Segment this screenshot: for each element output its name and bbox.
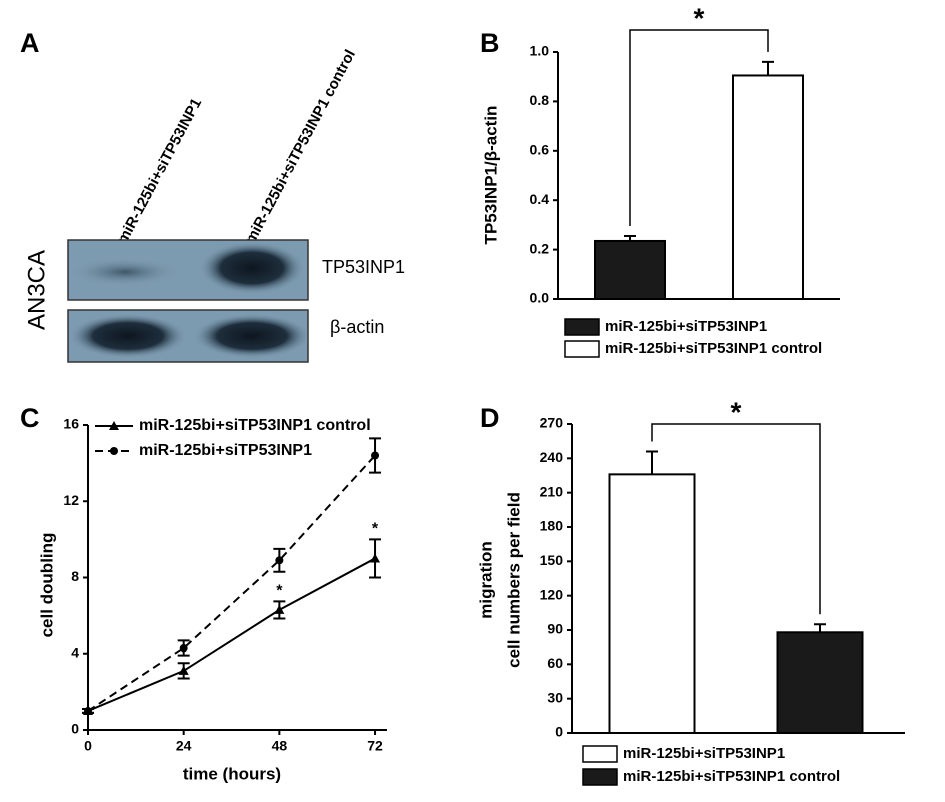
marker xyxy=(110,447,118,455)
legend-label: miR-125bi+siTP53INP1 xyxy=(623,745,785,762)
legend-label: miR-125bi+siTP53INP1 xyxy=(605,318,767,335)
y-tick-label: 150 xyxy=(540,552,564,568)
marker xyxy=(179,644,188,653)
y-axis-label: migration xyxy=(476,541,495,618)
marker xyxy=(84,706,92,715)
y-tick-label: 240 xyxy=(540,449,564,465)
y-tick-label: 0.2 xyxy=(530,240,550,256)
series-line xyxy=(87,454,376,712)
panel-label: B xyxy=(480,28,500,58)
y-tick-label: 0 xyxy=(555,724,563,740)
significance-label: * xyxy=(731,396,742,427)
legend-label: miR-125bi+siTP53INP1 xyxy=(139,442,312,459)
y-tick-label: 210 xyxy=(540,483,564,499)
legend-swatch xyxy=(582,768,618,786)
panel-label: C xyxy=(20,403,40,433)
y-tick-label: 30 xyxy=(547,689,563,705)
y-tick-label: 0 xyxy=(71,721,79,737)
band-label: TP53INP1 xyxy=(322,257,405,277)
marker xyxy=(178,665,189,675)
marker xyxy=(370,553,381,563)
lane-label: miR-125bi+siTP53INP1 xyxy=(114,96,205,247)
bar xyxy=(594,239,666,300)
blot-band xyxy=(67,309,310,363)
y-axis-label: TP53INP1/β-actin xyxy=(481,106,500,245)
y-tick-label: 0.4 xyxy=(530,191,550,207)
error-bar xyxy=(762,60,774,76)
significance-label: * xyxy=(694,2,705,33)
cell-line-label: AN3CA xyxy=(23,250,50,330)
annotation: * xyxy=(372,521,379,538)
y-tick-label: 0.0 xyxy=(530,290,550,306)
y-axis-label: cell numbers per field xyxy=(504,492,523,668)
legend-swatch xyxy=(564,340,600,358)
bar xyxy=(732,74,804,300)
y-tick-label: 12 xyxy=(63,492,79,508)
marker xyxy=(274,604,285,614)
error-bar xyxy=(814,623,826,633)
blot-band xyxy=(67,239,309,301)
legend-swatch xyxy=(582,745,618,763)
x-tick-label: 48 xyxy=(272,738,288,754)
legend-swatch xyxy=(564,318,600,336)
y-tick-label: 8 xyxy=(71,568,79,584)
series-line xyxy=(87,557,376,712)
y-tick-label: 16 xyxy=(63,416,79,432)
legend-label: miR-125bi+siTP53INP1 control xyxy=(605,340,822,357)
y-tick-label: 0.6 xyxy=(530,142,550,158)
panel-label: A xyxy=(20,28,40,58)
x-axis-label: time (hours) xyxy=(183,764,281,783)
y-tick-label: 0.8 xyxy=(530,92,550,108)
x-tick-label: 0 xyxy=(84,738,92,754)
marker xyxy=(371,451,380,460)
significance-bracket xyxy=(651,423,821,615)
y-tick-label: 180 xyxy=(540,518,564,534)
error-bar xyxy=(646,450,658,475)
y-tick-label: 120 xyxy=(540,586,564,602)
marker xyxy=(275,556,284,565)
panel-label: D xyxy=(480,403,500,433)
annotation: * xyxy=(276,583,283,600)
y-tick-label: 270 xyxy=(540,415,564,431)
legend-label: miR-125bi+siTP53INP1 control xyxy=(623,768,840,785)
significance-bracket xyxy=(629,29,769,227)
x-tick-label: 72 xyxy=(367,738,383,754)
y-tick-label: 90 xyxy=(547,621,563,637)
x-tick-label: 24 xyxy=(176,738,192,754)
y-tick-label: 1.0 xyxy=(530,43,550,59)
y-axis-label: cell doubling xyxy=(37,533,56,638)
y-tick-label: 60 xyxy=(547,655,563,671)
band-label: β-actin xyxy=(330,317,384,337)
legend-label: miR-125bi+siTP53INP1 control xyxy=(139,417,371,434)
y-tick-label: 4 xyxy=(71,644,79,660)
lane-label: miR-125bi+siTP53INP1 control xyxy=(242,47,359,247)
marker xyxy=(109,421,119,430)
annotation: * xyxy=(181,645,188,662)
bar xyxy=(776,631,864,734)
bar xyxy=(608,473,696,734)
